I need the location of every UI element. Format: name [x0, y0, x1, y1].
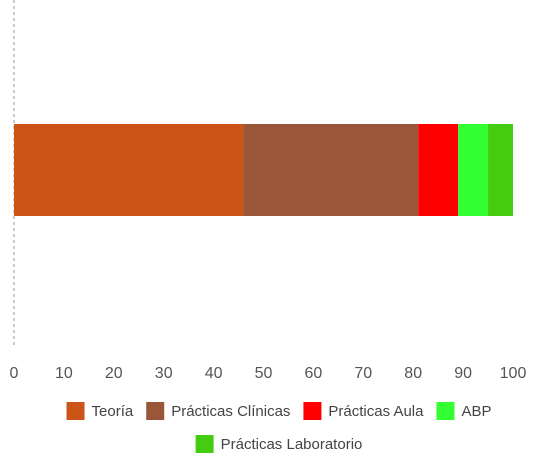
legend-item-3[interactable]: ABP: [436, 402, 491, 420]
legend-swatch: [436, 402, 455, 420]
legend-label: Teoría: [92, 403, 134, 420]
x-tick-label: 0: [10, 365, 19, 382]
x-tick-label: 30: [155, 365, 173, 382]
legend-swatch: [195, 435, 214, 453]
legend: Teoría Prácticas Clínicas Prácticas Aula AB…: [66, 402, 491, 453]
x-tick-label: 80: [404, 365, 422, 382]
x-tick-label: 60: [305, 365, 323, 382]
legend-swatch: [303, 402, 322, 420]
x-tick-label: 10: [55, 365, 73, 382]
x-tick-label: 20: [105, 365, 123, 382]
bar-segment-2[interactable]: [418, 124, 459, 216]
bar-segments: [14, 124, 513, 216]
legend-label: ABP: [461, 403, 491, 420]
legend-item-2[interactable]: Prácticas Aula: [303, 402, 424, 420]
x-tick-label: 40: [205, 365, 223, 382]
legend-swatch: [66, 402, 85, 420]
legend-label: Prácticas Aula: [328, 403, 424, 420]
bar-segment-4[interactable]: [488, 124, 513, 216]
legend-swatch: [146, 402, 165, 420]
legend-label: Prácticas Laboratorio: [221, 436, 363, 453]
x-tick-label: 50: [255, 365, 273, 382]
bar-segment-3[interactable]: [458, 124, 489, 216]
legend-label: Prácticas Clínicas: [171, 403, 290, 420]
x-tick-label: 100: [500, 365, 527, 382]
legend-item-4[interactable]: Prácticas Laboratorio: [195, 435, 363, 453]
legend-item-1[interactable]: Prácticas Clínicas: [146, 402, 290, 420]
bar-segment-1[interactable]: [243, 124, 419, 216]
x-axis-ticks: 0 10 20 30 40 50 60 70 80 90 100: [10, 365, 527, 382]
x-tick-label: 70: [354, 365, 372, 382]
legend-item-0[interactable]: Teoría: [66, 402, 134, 420]
x-tick-label: 90: [454, 365, 472, 382]
bar-segment-0[interactable]: [14, 124, 244, 216]
